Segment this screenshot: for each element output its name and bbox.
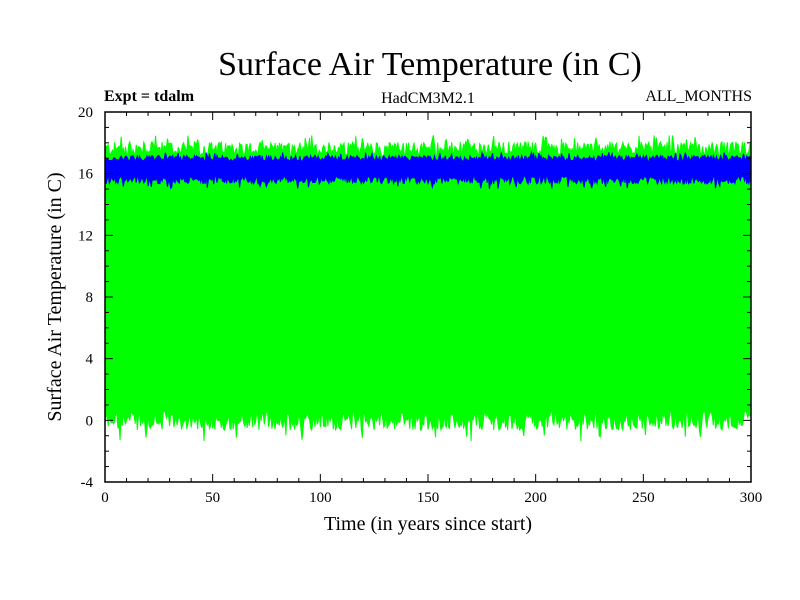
- y-tick-label-0: -4: [81, 475, 94, 491]
- model-label: HadCM3M2.1: [381, 90, 475, 107]
- y-tick-label-3: 8: [86, 290, 94, 306]
- plot-frame: [104, 111, 752, 483]
- experiment-label: Expt = tdalm: [104, 88, 195, 105]
- y-tick-label-1: 0: [86, 413, 94, 429]
- x-tick-label-4: 200: [524, 490, 547, 506]
- x-tick-label-0: 0: [101, 490, 109, 506]
- x-tick-label-6: 300: [740, 490, 763, 506]
- y-tick-label-4: 12: [78, 228, 93, 244]
- x-tick-label-3: 150: [417, 490, 440, 506]
- chart-title: Surface Air Temperature (in C): [218, 46, 642, 83]
- y-tick-label-5: 16: [78, 167, 94, 183]
- months-label: ALL_MONTHS: [645, 88, 752, 105]
- x-axis-label: Time (in years since start): [324, 513, 532, 535]
- ticks-layer: 0 50 100 150 200 250 300 -4 0 4 8 12 16 20: [78, 105, 762, 506]
- y-axis-label: Surface Air Temperature (in C): [44, 172, 66, 421]
- x-tick-label-5: 250: [632, 490, 655, 506]
- series-layer: [104, 135, 752, 442]
- y-tick-label-6: 20: [78, 105, 93, 121]
- y-tick-label-2: 4: [86, 352, 94, 368]
- x-tick-label-1: 50: [205, 490, 220, 506]
- x-tick-label-2: 100: [309, 490, 332, 506]
